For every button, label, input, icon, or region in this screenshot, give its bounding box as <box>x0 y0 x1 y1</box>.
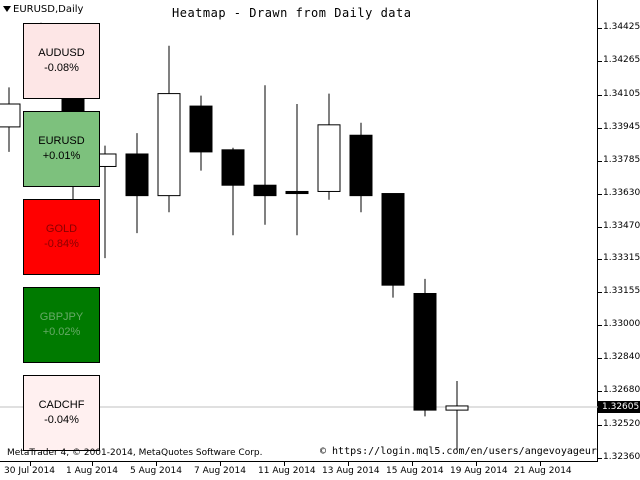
time-tick-label: 7 Aug 2014 <box>194 466 246 476</box>
chart-area[interactable] <box>0 0 598 462</box>
time-tick <box>30 462 31 466</box>
price-tick-label: 1.34265 <box>603 55 640 66</box>
price-axis[interactable]: 1.34425 1.34265 1.34105 1.33945 1.33785 1.336… <box>598 0 640 462</box>
tile-symbol: GOLD <box>45 223 78 235</box>
time-tick <box>92 462 93 466</box>
bull-candle <box>157 93 181 197</box>
time-axis[interactable]: 30 Jul 2014 1 Aug 2014 5 Aug 2014 7 Aug 201… <box>0 462 598 480</box>
heatmap-title: Heatmap - Drawn from Daily data <box>172 6 412 20</box>
author-link[interactable]: © https://login.mql5.com/en/users/angevo… <box>320 446 597 457</box>
price-tick-label: 1.33000 <box>603 318 640 329</box>
heatmap-tile-gbpjpy[interactable]: GBPJPY +0.02% <box>23 287 100 363</box>
price-tick-label: 1.33470 <box>603 220 640 231</box>
tile-change: +0.02% <box>42 326 81 338</box>
time-tick-label: 21 Aug 2014 <box>514 466 572 476</box>
price-tick-label: 1.34425 <box>603 22 640 32</box>
bull-candle <box>445 405 469 411</box>
price-tick <box>598 259 602 261</box>
price-tick-label: 1.34105 <box>603 88 640 99</box>
time-tick-label: 13 Aug 2014 <box>322 466 380 476</box>
tile-symbol: AUDUSD <box>38 47 85 59</box>
bull-candle <box>317 124 341 192</box>
price-tick-label: 1.33630 <box>603 187 640 198</box>
symbol-text: EURUSD,Daily <box>13 4 84 15</box>
time-tick-label: 15 Aug 2014 <box>386 466 444 476</box>
price-tick <box>598 391 602 393</box>
price-tick <box>598 161 602 163</box>
time-tick-label: 5 Aug 2014 <box>130 466 182 476</box>
price-tick-label: 1.33315 <box>603 253 640 264</box>
time-tick-label: 19 Aug 2014 <box>450 466 508 476</box>
dropdown-triangle-icon <box>3 6 11 12</box>
price-tick <box>598 424 602 426</box>
price-tick-label: 1.32840 <box>603 352 640 363</box>
price-tick <box>598 61 602 63</box>
price-tick <box>598 358 602 360</box>
bear-candle <box>285 190 309 195</box>
heatmap-tile-cadchf[interactable]: CADCHF -0.04% <box>23 375 100 451</box>
tile-symbol: GBPJPY <box>39 311 84 323</box>
heatmap-tile-audusd[interactable]: AUDUSD -0.08% <box>23 23 100 99</box>
price-tick-label: 1.33945 <box>603 121 640 132</box>
price-tick <box>598 127 602 129</box>
bear-candle <box>125 153 149 197</box>
copyright-text: MetaTrader 4, © 2001-2014, MetaQuotes So… <box>7 448 263 458</box>
bear-candle <box>253 184 277 197</box>
time-tick <box>284 462 285 466</box>
bear-candle <box>413 292 437 411</box>
bear-candle <box>349 134 373 197</box>
price-tick <box>598 28 602 29</box>
heatmap-tile-eurusd[interactable]: EURUSD +0.01% <box>23 111 100 187</box>
time-tick <box>476 462 477 466</box>
price-tick-label: 1.33155 <box>603 286 640 297</box>
price-tick <box>598 226 602 228</box>
time-tick-label: 11 Aug 2014 <box>258 466 316 476</box>
time-tick <box>156 462 157 466</box>
price-tick <box>598 292 602 294</box>
price-tick <box>598 193 602 195</box>
time-tick <box>540 462 541 466</box>
price-tick-label: 1.32520 <box>603 418 640 429</box>
tile-change: -0.04% <box>44 414 79 426</box>
symbol-timeframe-label: EURUSD,Daily <box>3 4 83 15</box>
time-tick <box>412 462 413 466</box>
price-tick-label: 1.32360 <box>603 452 640 462</box>
tile-change: -0.08% <box>44 62 79 74</box>
time-tick-label: 1 Aug 2014 <box>66 466 118 476</box>
tile-symbol: CADCHF <box>38 399 85 411</box>
price-tick <box>598 324 602 326</box>
tile-change: -0.84% <box>44 238 79 250</box>
heatmap-tile-gold[interactable]: GOLD -0.84% <box>23 199 100 275</box>
price-tick <box>598 458 602 459</box>
price-tick <box>598 94 602 96</box>
time-tick-label: 30 Jul 2014 <box>4 466 55 476</box>
bear-candle <box>381 193 405 286</box>
price-tick-label: 1.33785 <box>603 155 640 166</box>
current-price-label: 1.32605 <box>598 400 640 413</box>
tile-symbol: EURUSD <box>38 135 85 147</box>
time-tick <box>220 462 221 466</box>
bear-candle <box>221 149 245 186</box>
price-tick-label: 1.32680 <box>603 385 640 396</box>
bull-candle <box>0 103 21 128</box>
bear-candle <box>189 105 213 153</box>
time-tick <box>348 462 349 466</box>
tile-change: +0.01% <box>42 150 81 162</box>
